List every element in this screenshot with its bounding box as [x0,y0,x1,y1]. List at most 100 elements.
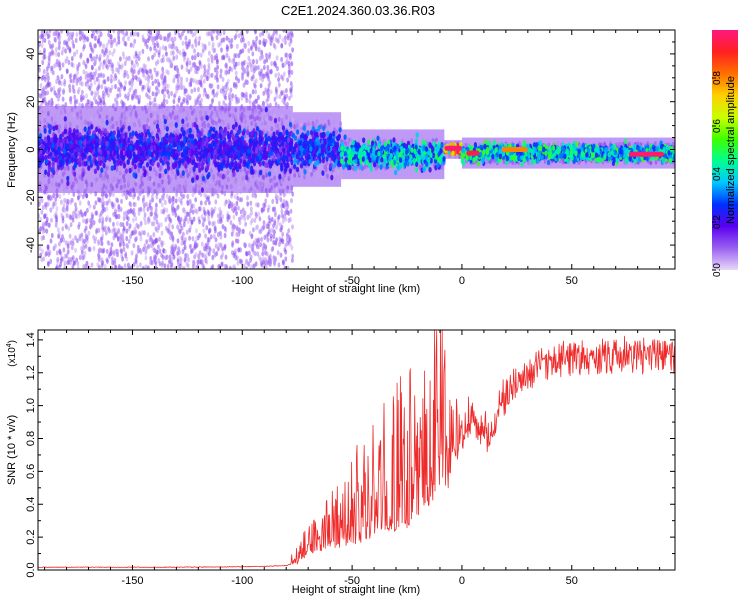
spectrum-cell [285,88,288,94]
spectrum-cell [90,33,94,39]
spectrum-cell [57,59,61,65]
spectrum-cell [286,265,290,269]
spectrum-cell [62,203,66,209]
spectrum-cell [47,194,50,200]
spectrum-cell [73,171,77,177]
spectrum-cell [265,30,269,34]
spectrum-cell [149,68,153,74]
spectrum-cell [90,217,94,223]
spectrum-cell [71,264,75,269]
spectrum-cell [41,229,45,235]
spectrum-cell [220,47,223,53]
spectrum-cell [273,209,277,215]
spectrum-cell [150,211,154,217]
spectrum-cell [291,253,295,259]
spectrum-cell [175,192,179,198]
spectrum-cell [259,83,263,89]
spectrum-cell [92,204,96,210]
spectrum-cell [143,215,147,221]
spectrum-cell [140,180,144,186]
spectrum-cell [93,79,97,85]
spectrum-cell [232,214,236,220]
spectrum-cell [146,232,150,238]
spectrum-cell [121,222,125,228]
spectrum-cell [185,66,189,73]
spectrum-cell [235,200,239,207]
spectrum-cell [61,218,65,224]
spectrum-cell [187,69,191,75]
spectrum-cell [39,93,43,99]
spectrum-cell [236,260,240,266]
spectrum-cell [153,67,157,73]
spectrum-cell [203,44,207,50]
spectrum-cell [56,103,60,109]
spectrum-cell [78,174,82,180]
spectrum-cell [50,217,53,223]
spectrum-cell [117,61,120,67]
spectrum-cell [218,186,222,192]
spectrum-cell [213,55,217,61]
spectrum-cell [205,259,209,265]
figure-title: C2E1.2024.360.03.36.R03 [281,3,435,18]
spectrum-cell [144,264,148,269]
spectrum-cell [225,35,229,41]
spectrum-cell [237,33,241,39]
spectrum-cell [219,209,223,215]
spectrum-cell [250,120,254,126]
spectrum-cell [229,87,233,93]
spectrum-cell [98,197,101,203]
spectrum-cell [90,56,94,62]
spectrum-cell [68,121,72,127]
spectrum-cell [144,38,148,45]
spectrum-cell [137,118,141,124]
spectrum-cell [262,242,266,248]
spectrum-cell [94,56,98,63]
spectrum-cell [54,201,57,207]
spectrum-cell [266,64,270,70]
spectrum-cell [259,242,263,248]
spectrum-cell [166,88,170,94]
spectrum-cell [219,109,223,116]
spectrum-cell [127,117,131,123]
spectrum-cell [172,78,176,84]
spectrum-cell [224,69,227,75]
spectrum-cell [252,100,256,106]
spectrum-cell [172,104,176,110]
spectrogram-data [38,30,675,269]
spectrum-cell [256,115,259,121]
spectrum-cell [252,69,256,75]
spectrum-cell [45,66,49,72]
spectrum-cell [265,251,269,257]
spectrum-cell [155,102,158,108]
spectrum-cell [281,260,285,266]
spectrum-cell [210,210,214,216]
spectrum-cell [205,225,209,231]
spectrum-cell [122,174,125,180]
spectrum-cell [60,30,63,34]
spectrum-cell [234,248,238,254]
spectrum-cell [155,213,159,219]
spectrum-cell [220,189,224,195]
spectrum-cell [209,234,213,240]
spectrum-cell [46,244,50,250]
spectrum-cell [215,30,219,34]
spectrum-cell [186,219,190,225]
spectrum-cell [121,230,125,236]
spectrum-cell [283,106,287,112]
spectrum-cell [231,93,235,99]
spectrum-cell [290,69,294,75]
spectrum-cell [114,248,118,254]
spectrum-cell [42,256,46,262]
spectrum-cell [263,202,267,208]
spectrum-cell [95,210,99,216]
spectrum-cell [262,101,266,107]
spectrum-cell [66,107,69,113]
spectrum-cell [109,119,113,125]
spectrum-cell [116,198,119,204]
spectrum-cell [75,214,79,220]
spectrum-cell [235,210,238,216]
spectrum-cell [55,217,58,223]
spectrum-cell [207,41,211,47]
spectrum-cell [194,36,198,42]
spectrum-cell [265,126,268,132]
